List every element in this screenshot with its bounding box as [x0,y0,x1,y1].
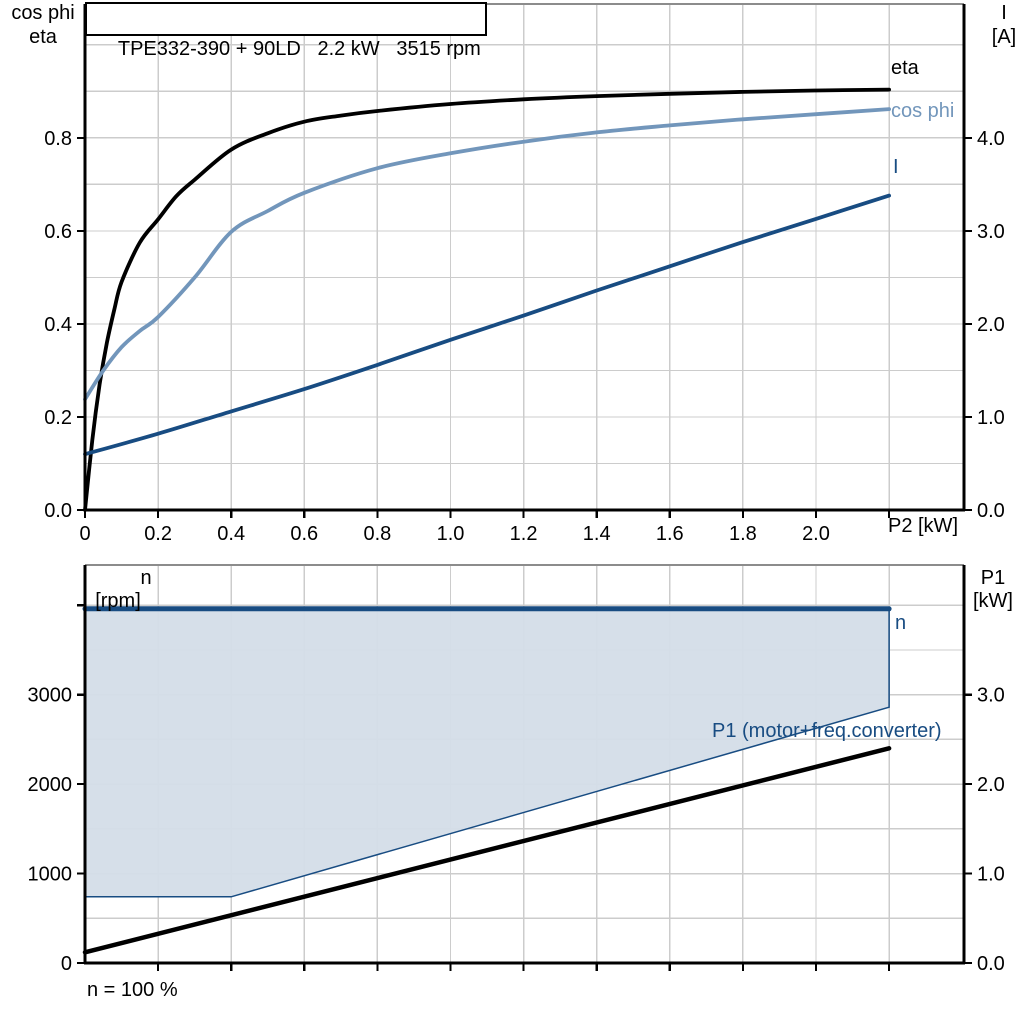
curve-label-eta: eta [891,57,919,79]
right-axis-title-current: I [1001,2,1007,24]
curve-label-current: I [893,156,899,178]
x-tick-label: 1.2 [510,523,538,545]
p1-axis-title: P1 [980,567,1006,589]
n-axis-title-unit: [rpm] [95,590,141,612]
y-right-tick-label: 1.0 [977,407,1005,429]
y-right-tick-label: 2.0 [977,314,1005,336]
right-axis-title-current-unit: [A] [991,26,1017,48]
y-left-tick-label: 3000 [28,685,73,707]
top-chart-axes [83,4,966,512]
x-axis-label-p2: P2 [kW] [887,515,958,537]
x-tick-label: 1.0 [437,523,465,545]
top-chart-series-eta [83,87,891,512]
x-tick-label: 0.6 [290,523,318,545]
chart-title-box: TPE332-390 + 90LD 2.2 kW 3515 rpm [85,2,487,60]
curve-label-p1: P1 (motor+freq.converter) [712,720,942,742]
y-left-tick-label: 2000 [28,774,73,796]
y-left-tick-label: 0.8 [44,128,72,150]
bottom-chart: 0 1000 2000 3000 0.0 1.0 2.0 3.0 [28,564,1005,975]
y-right-tick-label: 0.0 [977,500,1005,522]
y-left-tick-label: 1000 [28,864,73,886]
y-right-tick-label: 4.0 [977,128,1005,150]
x-tick-label: 1.4 [583,523,611,545]
y-right-tick-label: 2.0 [977,774,1005,796]
x-tick-label: 1.6 [656,523,684,545]
left-axis-title-cos-phi: cos phi [11,2,75,24]
y-left-tick-label: 0.6 [44,221,72,243]
y-left-tick-label: 0.4 [44,314,72,336]
y-left-tick-label: 0.0 [44,500,72,522]
n-axis-title: n [140,567,152,589]
top-chart-series-i [83,193,891,457]
x-tick-label: 2.0 [802,523,830,545]
top-chart-ticks [77,136,972,518]
left-axis-title-eta: eta [29,26,57,48]
note-n-100-percent: n = 100 % [87,979,178,1001]
p1-axis-title-unit: [kW] [973,590,1013,612]
y-right-tick-label: 3.0 [977,221,1005,243]
top-chart: 0 0.2 0.4 0.6 0.8 1.0 1.2 1.4 1.6 1.8 2.0 0.0 0.2 0.4… [44,3,1005,545]
bottom-chart-series-p1-motor-freq-converter- [82,746,892,955]
bottom-chart-ticks [77,604,972,971]
chart-title: TPE332-390 + 90LD 2.2 kW 3515 rpm [117,38,481,60]
x-tick-label: 0 [79,523,90,545]
y-left-tick-label: 0.2 [44,407,72,429]
y-left-tick-label: 0 [61,953,72,975]
curve-label-n: n [895,612,907,634]
x-tick-label: 1.8 [729,523,757,545]
x-tick-label: 0.4 [217,523,245,545]
bottom-chart-tick-labels: 0 1000 2000 3000 0.0 1.0 2.0 3.0 [28,685,1005,975]
top-chart-grid [85,4,964,510]
curve-label-cos-phi: cos phi [891,100,955,122]
speed-range-band [84,608,890,898]
top-chart-tick-labels: 0 0.2 0.4 0.6 0.8 1.0 1.2 1.4 1.6 1.8 2.0 0.0 0.2 0.4… [44,128,1005,545]
y-right-tick-label: 1.0 [977,864,1005,886]
x-tick-label: 0.8 [363,523,391,545]
y-right-tick-label: 0.0 [977,953,1005,975]
y-right-tick-label: 3.0 [977,685,1005,707]
top-chart-series-cos-phi [83,107,891,402]
x-tick-label: 0.2 [144,523,172,545]
